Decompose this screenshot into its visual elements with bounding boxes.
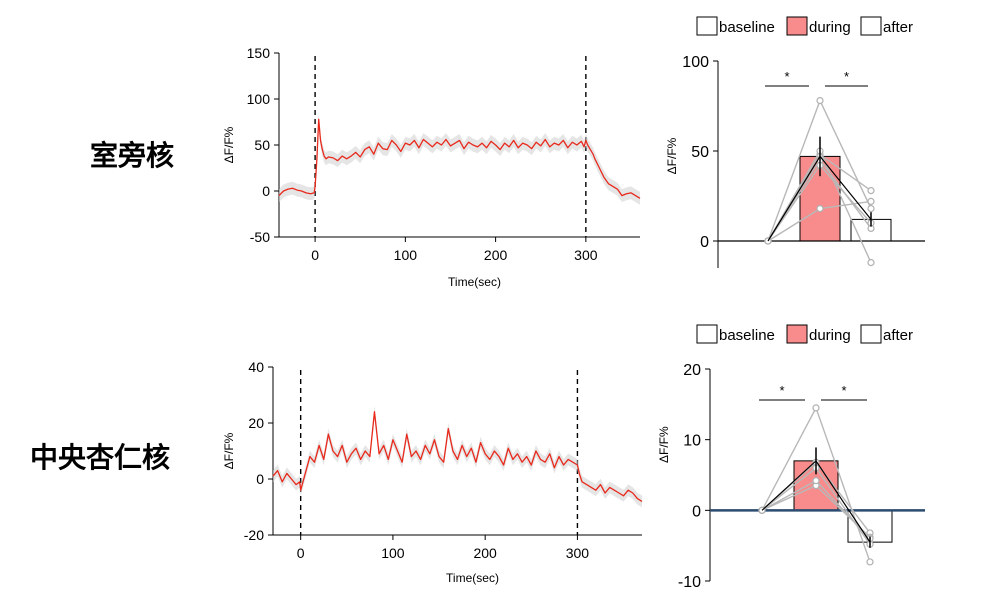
y-tick-label: 150 [247, 45, 271, 61]
legend-swatch [786, 324, 808, 344]
legend-label: baseline [719, 327, 775, 344]
region-label-cea: 中央杏仁核 [30, 441, 170, 474]
y-tick-label: 10 [683, 433, 701, 450]
y-tick-label: 50 [691, 144, 709, 161]
x-tick-label: 0 [297, 545, 305, 561]
y-tick-label: 0 [262, 183, 270, 199]
y-tick-label: 20 [248, 415, 264, 431]
legend-swatch [860, 324, 882, 344]
x-tick-label: 0 [311, 247, 319, 263]
legend-label: after [883, 327, 913, 344]
bar-chart-pvn: baseline during after 0 50 100 ΔF/F% * * [665, 16, 925, 268]
mean-trace-line [278, 118, 641, 199]
y-axis-label: ΔF/F% [222, 432, 236, 469]
y-tick-label: -10 [678, 574, 701, 591]
mean-trace-line [272, 411, 643, 502]
legend-label: during [809, 19, 851, 36]
legend-label: during [809, 327, 851, 344]
legend-swatch [696, 324, 718, 344]
x-tick-label: 200 [484, 247, 508, 263]
x-tick-label: 300 [574, 247, 598, 263]
subject-point [867, 197, 875, 205]
significance-star: * [844, 69, 849, 84]
subject-point [867, 259, 875, 267]
sem-band [273, 405, 642, 508]
subject-point [812, 477, 820, 485]
sem-band [279, 112, 640, 205]
y-tick-label: 100 [247, 91, 271, 107]
y-tick-label: 20 [683, 362, 701, 379]
x-tick-label: 100 [381, 545, 405, 561]
significance-star: * [784, 69, 789, 84]
y-tick-label: -20 [244, 527, 264, 543]
subject-point [812, 404, 820, 412]
y-tick-label: 0 [700, 234, 709, 251]
region-label-pvn: 室旁核 [90, 139, 174, 172]
y-tick-label: 50 [254, 137, 270, 153]
legend-label: baseline [719, 19, 775, 36]
subject-point [866, 558, 874, 566]
x-tick-label: 200 [473, 545, 497, 561]
subject-point [816, 96, 824, 105]
legend-swatch [696, 16, 718, 36]
x-tick-label: 100 [394, 247, 418, 263]
mean-connect-line [761, 459, 871, 543]
bar-chart-cea: baseline during after -10 0 10 20 ΔF/F% * * [657, 324, 925, 591]
legend-label: after [883, 19, 913, 36]
y-tick-label: 0 [692, 503, 701, 520]
y-tick-label: 100 [682, 54, 709, 71]
subject-point [867, 205, 875, 213]
significance-star: * [779, 383, 784, 398]
trace-chart-pvn: -50 0 50 100 150 0 100 200 300 Time(sec) ΔF/F% [222, 45, 641, 289]
subject-point [867, 187, 875, 195]
legend-swatch [860, 16, 882, 36]
y-tick-label: -50 [250, 229, 270, 245]
subject-point [816, 205, 824, 213]
y-axis-label: ΔF/F% [222, 126, 236, 163]
mean-connect-line [767, 155, 872, 242]
y-axis-label: ΔF/F% [665, 137, 679, 174]
legend-swatch [786, 16, 808, 36]
x-tick-label: 300 [566, 545, 590, 561]
y-tick-label: 40 [248, 359, 264, 375]
significance-star: * [841, 383, 846, 398]
trace-chart-cea: -20 0 20 40 0 100 200 300 Time(sec) ΔF/F% [222, 359, 643, 585]
x-axis-label: Time(sec) [446, 571, 499, 585]
y-tick-label: 0 [256, 471, 264, 487]
x-axis-label: Time(sec) [448, 275, 501, 289]
y-axis-label: ΔF/F% [657, 426, 671, 463]
